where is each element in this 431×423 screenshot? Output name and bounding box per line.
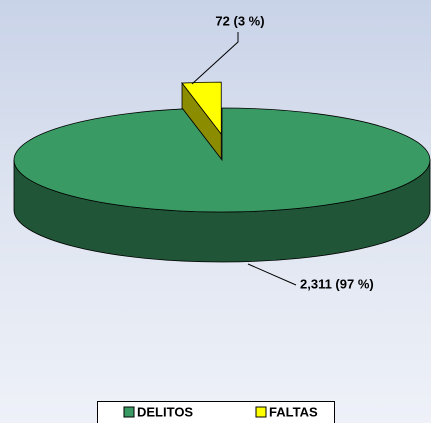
slice — [181, 81, 222, 136]
legend-swatch — [123, 406, 135, 418]
legend-box — [97, 401, 335, 423]
data-label: 2,311 (97 %) — [300, 276, 374, 291]
leader-line — [191, 32, 239, 85]
legend-label: DELITOS — [137, 404, 193, 419]
legend-label: FALTAS — [269, 404, 318, 419]
slice — [13, 107, 431, 213]
legend-swatch — [255, 406, 267, 418]
leader-line — [247, 263, 297, 286]
data-label: 72 (3 %) — [215, 13, 264, 28]
